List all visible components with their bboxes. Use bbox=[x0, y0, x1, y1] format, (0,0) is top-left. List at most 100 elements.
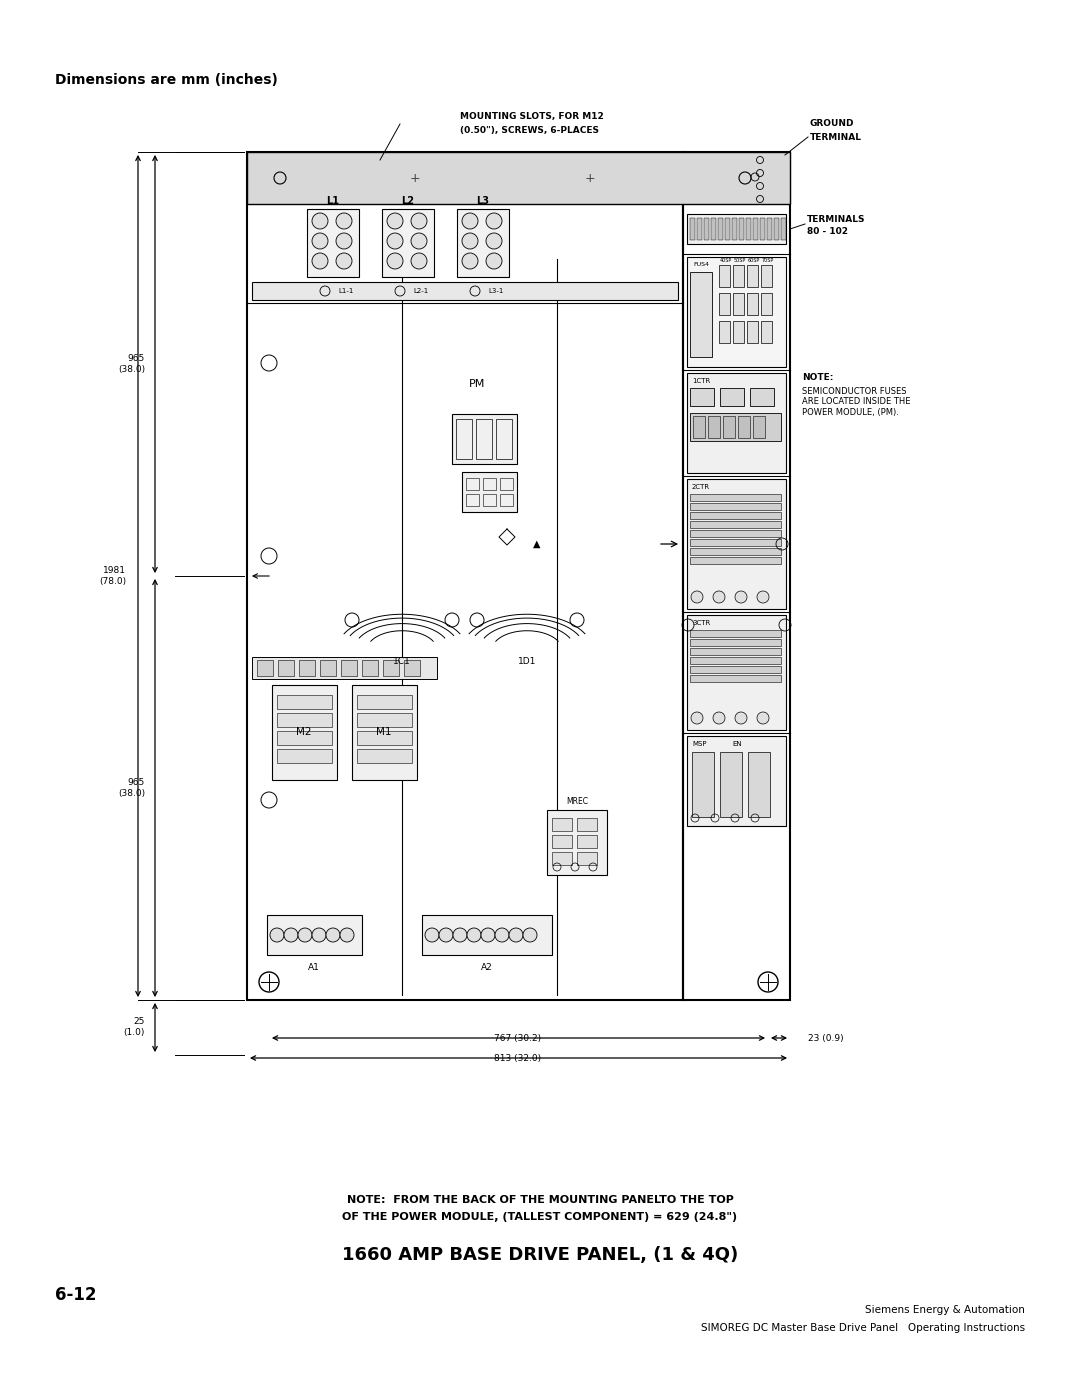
Bar bbox=[733, 293, 744, 314]
Circle shape bbox=[453, 928, 467, 942]
Text: EN: EN bbox=[732, 740, 742, 747]
Text: MSP: MSP bbox=[692, 740, 706, 747]
Bar bbox=[257, 659, 273, 676]
Bar bbox=[577, 835, 597, 848]
Bar bbox=[465, 478, 480, 490]
Bar bbox=[704, 218, 708, 240]
Bar bbox=[690, 638, 781, 645]
Bar bbox=[683, 152, 789, 1000]
Circle shape bbox=[312, 233, 328, 249]
Circle shape bbox=[691, 712, 703, 724]
Circle shape bbox=[735, 591, 747, 604]
Text: M2: M2 bbox=[296, 726, 312, 738]
Text: OF THE POWER MODULE, (TALLEST COMPONENT) = 629 (24.8"): OF THE POWER MODULE, (TALLEST COMPONENT)… bbox=[342, 1213, 738, 1222]
Circle shape bbox=[284, 928, 298, 942]
Bar bbox=[753, 218, 758, 240]
Bar bbox=[483, 495, 496, 506]
Bar bbox=[739, 218, 744, 240]
Bar bbox=[690, 675, 781, 682]
Circle shape bbox=[411, 212, 427, 229]
Circle shape bbox=[462, 233, 478, 249]
Bar bbox=[690, 630, 781, 637]
Bar bbox=[720, 388, 744, 407]
Text: NOTE:: NOTE: bbox=[802, 373, 834, 383]
Text: L3-1: L3-1 bbox=[488, 288, 503, 293]
Bar bbox=[476, 419, 492, 460]
Bar bbox=[247, 152, 789, 204]
Bar bbox=[267, 915, 362, 956]
Bar bbox=[577, 852, 597, 865]
Bar bbox=[719, 321, 730, 344]
Bar bbox=[552, 835, 572, 848]
Circle shape bbox=[411, 233, 427, 249]
Text: L2: L2 bbox=[402, 196, 415, 205]
Bar bbox=[357, 694, 411, 710]
Circle shape bbox=[495, 928, 509, 942]
Bar bbox=[500, 495, 513, 506]
Text: PM: PM bbox=[469, 379, 485, 388]
Circle shape bbox=[312, 928, 326, 942]
Bar bbox=[746, 218, 751, 240]
Text: 1D1: 1D1 bbox=[517, 658, 536, 666]
Circle shape bbox=[387, 253, 403, 270]
Bar bbox=[272, 685, 337, 780]
Circle shape bbox=[735, 712, 747, 724]
Circle shape bbox=[387, 233, 403, 249]
Bar bbox=[774, 218, 779, 240]
Text: L1: L1 bbox=[326, 196, 339, 205]
Text: 70SP: 70SP bbox=[761, 258, 774, 264]
Text: 1CTR: 1CTR bbox=[692, 379, 711, 384]
Circle shape bbox=[486, 253, 502, 270]
Text: 50SP: 50SP bbox=[734, 258, 746, 264]
Text: ▲: ▲ bbox=[534, 539, 541, 549]
Bar bbox=[733, 321, 744, 344]
Text: (0.50"), SCREWS, 6-PLACES: (0.50"), SCREWS, 6-PLACES bbox=[460, 126, 599, 134]
Circle shape bbox=[336, 253, 352, 270]
Text: 40SP: 40SP bbox=[720, 258, 732, 264]
Bar bbox=[690, 503, 781, 510]
Text: A1: A1 bbox=[308, 963, 320, 971]
Circle shape bbox=[438, 928, 453, 942]
Bar bbox=[552, 852, 572, 865]
Bar bbox=[465, 495, 480, 506]
Bar bbox=[690, 648, 781, 655]
Bar bbox=[761, 293, 772, 314]
Bar bbox=[690, 657, 781, 664]
Bar bbox=[552, 819, 572, 831]
Bar bbox=[720, 752, 742, 817]
Bar bbox=[341, 659, 357, 676]
Bar bbox=[496, 419, 512, 460]
Bar bbox=[687, 373, 786, 474]
Text: 1C1: 1C1 bbox=[393, 658, 410, 666]
Circle shape bbox=[312, 253, 328, 270]
Bar bbox=[357, 749, 411, 763]
Bar bbox=[690, 495, 781, 502]
Bar bbox=[761, 265, 772, 286]
Bar bbox=[462, 472, 517, 511]
Text: L3: L3 bbox=[476, 196, 489, 205]
Bar bbox=[723, 416, 735, 439]
Bar bbox=[747, 265, 758, 286]
Circle shape bbox=[462, 212, 478, 229]
Bar bbox=[687, 479, 786, 609]
Circle shape bbox=[326, 928, 340, 942]
Circle shape bbox=[486, 233, 502, 249]
Bar bbox=[690, 666, 781, 673]
Text: SEMICONDUCTOR FUSES: SEMICONDUCTOR FUSES bbox=[802, 387, 906, 395]
Bar bbox=[276, 712, 332, 726]
Bar bbox=[690, 529, 781, 536]
Bar bbox=[690, 548, 781, 555]
Bar bbox=[687, 257, 786, 367]
Bar bbox=[690, 414, 781, 441]
Text: +: + bbox=[409, 172, 420, 184]
Bar bbox=[718, 218, 723, 240]
Text: POWER MODULE, (PM).: POWER MODULE, (PM). bbox=[802, 408, 899, 418]
Circle shape bbox=[713, 712, 725, 724]
Bar bbox=[577, 819, 597, 831]
Bar bbox=[738, 416, 750, 439]
Circle shape bbox=[757, 591, 769, 604]
Bar bbox=[767, 218, 772, 240]
Bar bbox=[404, 659, 420, 676]
Circle shape bbox=[462, 253, 478, 270]
Circle shape bbox=[340, 928, 354, 942]
